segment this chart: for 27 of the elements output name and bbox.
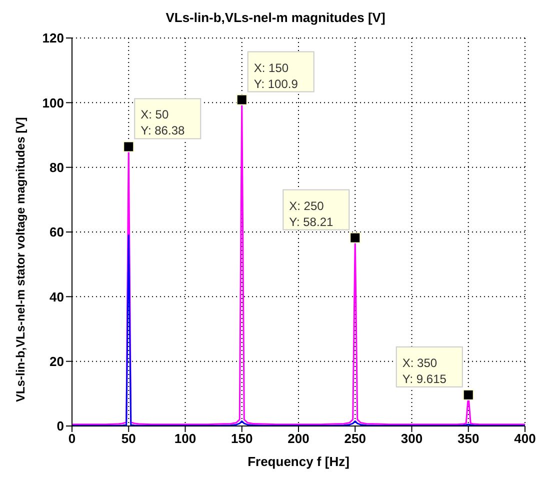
x-tick-label: 400 bbox=[514, 431, 536, 446]
annotation: X: 50 Y: 86.38 bbox=[140, 108, 185, 138]
annotation: X: 350 Y: 9.615 bbox=[402, 356, 447, 386]
y-tick-label: 0 bbox=[56, 418, 64, 434]
y-tick-label: 120 bbox=[42, 30, 64, 46]
x-tick-label: 150 bbox=[231, 431, 253, 446]
x-tick-label: 0 bbox=[68, 431, 76, 446]
y-tick-label: 20 bbox=[50, 354, 64, 369]
x-tick-label: 50 bbox=[121, 431, 136, 446]
x-axis-title: Frequency f [Hz] bbox=[248, 454, 350, 469]
chart-title: VLs-lin-b,VLs-nel-m magnitudes [V] bbox=[164, 9, 386, 27]
y-tick-label: 80 bbox=[50, 160, 64, 175]
x-tick-label: 100 bbox=[174, 431, 196, 446]
y-tick-label: 40 bbox=[50, 289, 64, 304]
datatip-box: X: 150 Y: 100.9 bbox=[247, 51, 314, 92]
annotation: X: 150 Y: 100.9 bbox=[254, 60, 298, 91]
annotation: X: 250 Y: 58.21 bbox=[289, 198, 334, 229]
datatip-box: X: 350 Y: 9.615 bbox=[396, 346, 463, 388]
y-axis-title: VLs-lin-b,VLs-nel-m stator voltage magnitudes [V] bbox=[13, 117, 28, 402]
x-tick-label: 300 bbox=[400, 431, 423, 446]
y-tick-label: 60 bbox=[50, 224, 64, 240]
x-tick-label: 200 bbox=[288, 431, 310, 446]
x-tick-label: 250 bbox=[344, 431, 366, 446]
datatip-box: X: 50 Y: 86.38 bbox=[134, 98, 202, 140]
y-tick-label: 100 bbox=[42, 95, 64, 110]
datatip-box: X: 250 Y: 58.21 bbox=[282, 189, 350, 230]
x-tick-label: 350 bbox=[458, 431, 480, 446]
